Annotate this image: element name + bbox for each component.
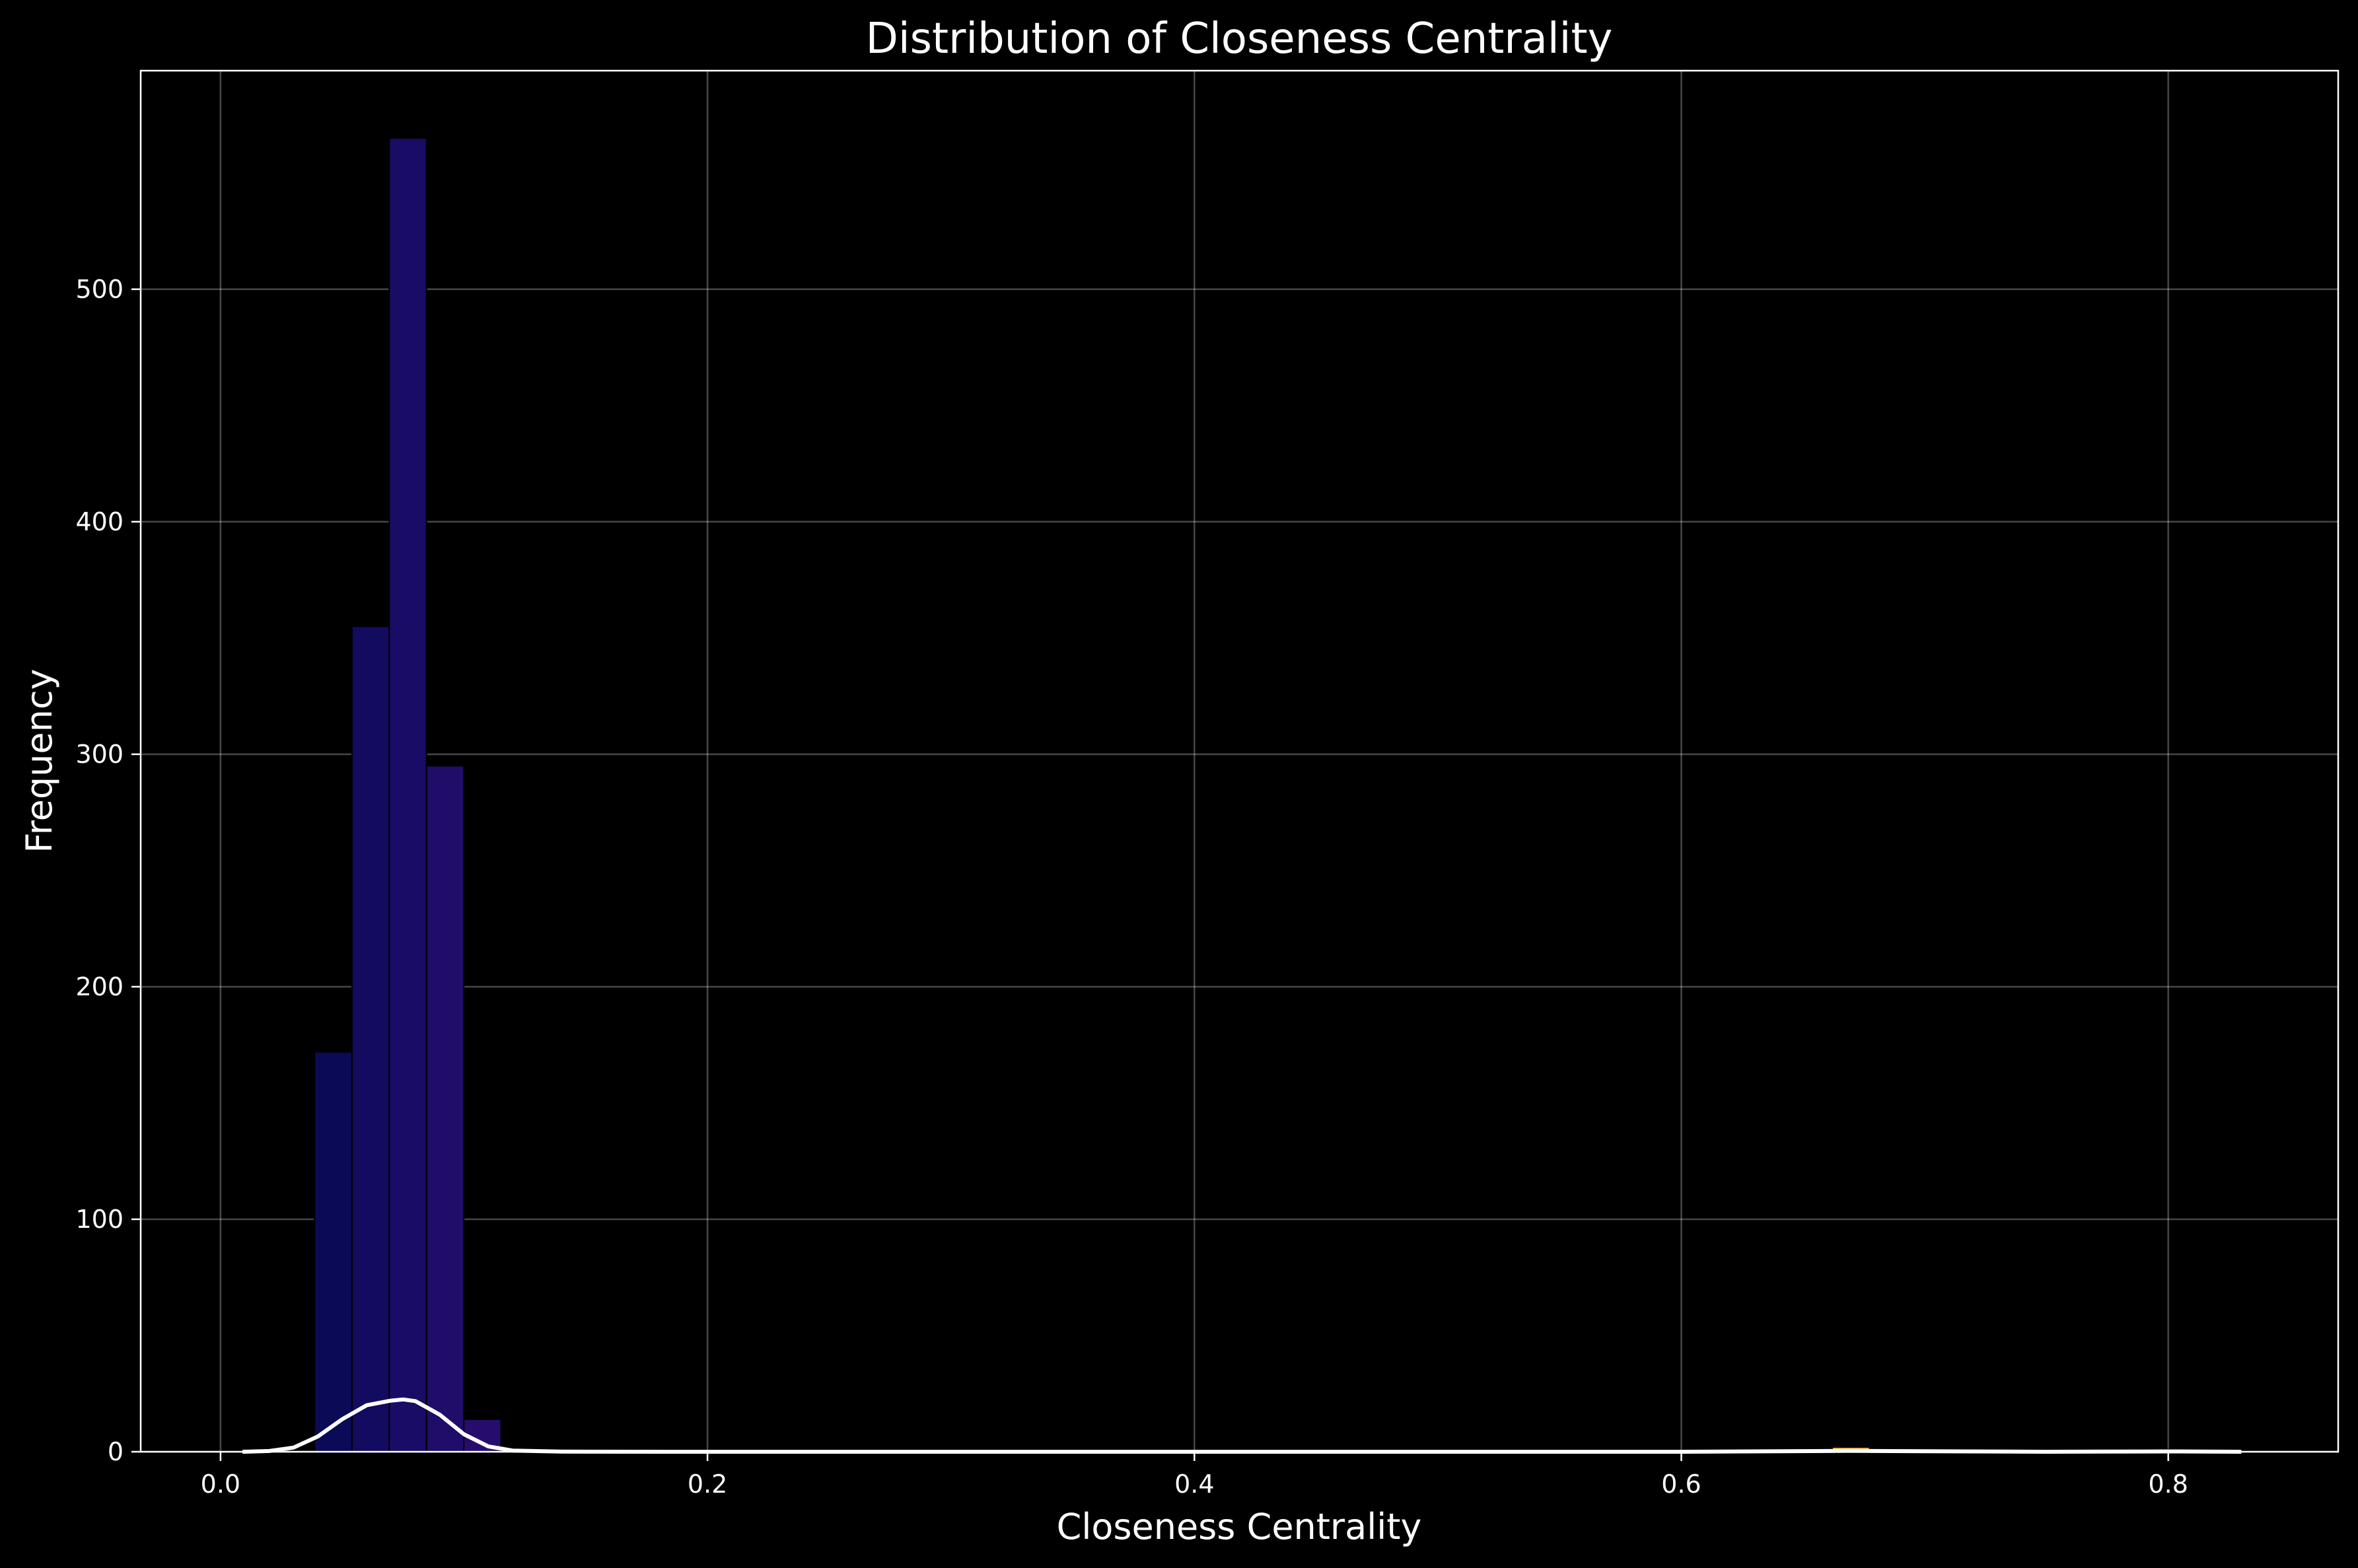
x-tick-label: 0.0 bbox=[201, 1470, 240, 1499]
histogram-bar bbox=[388, 137, 427, 1453]
y-tick-label: 300 bbox=[75, 740, 124, 769]
kde-curve bbox=[242, 1397, 2242, 1454]
y-tick-label: 200 bbox=[75, 972, 124, 1001]
x-tick-label: 0.2 bbox=[688, 1470, 727, 1499]
y-tick-label: 0 bbox=[108, 1437, 124, 1466]
plot-frame bbox=[139, 69, 2340, 1453]
y-tick-label: 400 bbox=[75, 507, 124, 536]
x-axis-label: Closeness Centrality bbox=[1057, 1506, 1422, 1548]
histogram-bar bbox=[351, 625, 390, 1453]
histogram-bar bbox=[314, 1051, 353, 1452]
chart-title: Distribution of Closeness Centrality bbox=[866, 15, 1613, 63]
y-axis-label: Frequency bbox=[18, 669, 60, 853]
x-tick-label: 0.8 bbox=[2148, 1470, 2188, 1499]
grid-lines bbox=[141, 71, 2338, 1453]
axis-ticks: 0.0 0.2 0.4 0.6 0.8 0 100 200 300 400 500 bbox=[75, 275, 2188, 1499]
y-tick-label: 500 bbox=[75, 275, 124, 304]
y-tick-label: 100 bbox=[75, 1205, 124, 1234]
kde-curve-group bbox=[242, 1397, 2242, 1454]
histogram-bar bbox=[425, 765, 465, 1452]
histogram-bars bbox=[314, 137, 2169, 1453]
x-tick-label: 0.4 bbox=[1174, 1470, 1214, 1499]
x-tick-label: 0.6 bbox=[1661, 1470, 1701, 1499]
